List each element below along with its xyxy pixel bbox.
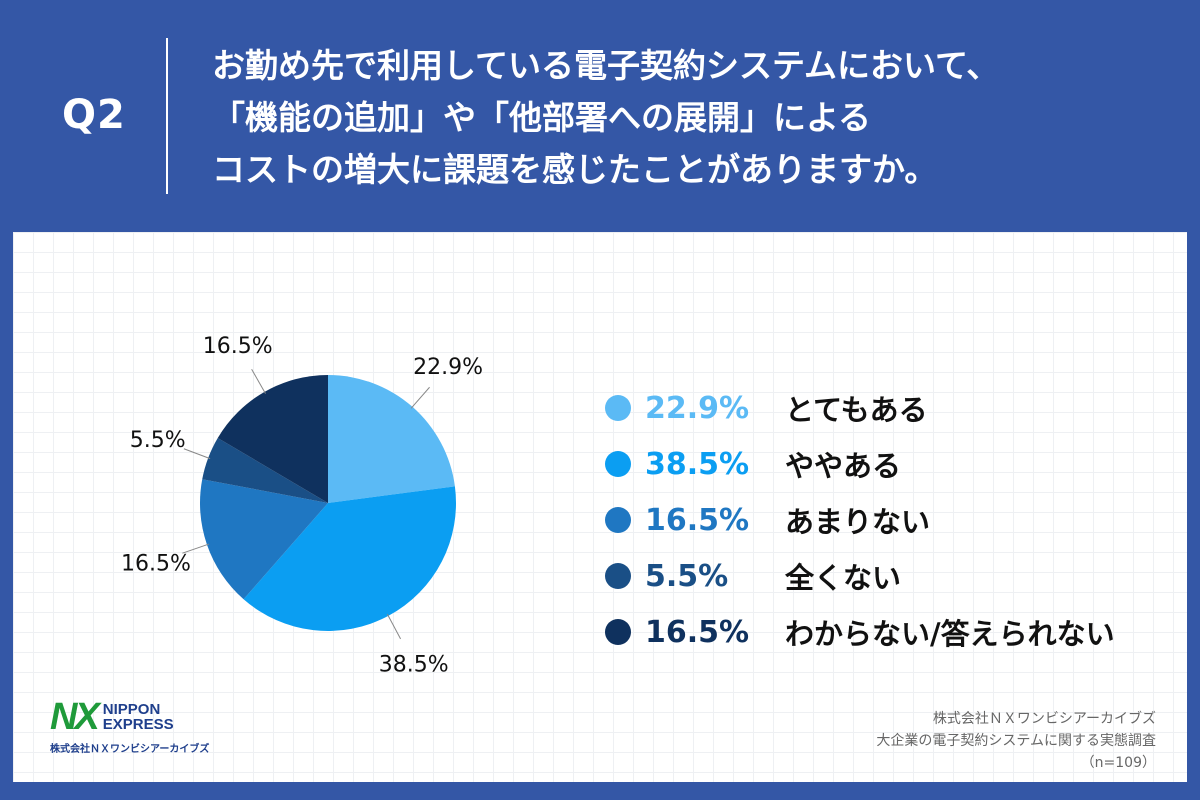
legend-item: 5.5% 全くない bbox=[605, 548, 1115, 604]
source-line: 株式会社ＮＸワンビシアーカイブズ bbox=[932, 711, 1156, 727]
question-number: Q2 bbox=[62, 92, 126, 138]
pie-slice bbox=[328, 375, 455, 503]
pie-chart: 22.9% 38.5% 16.5% 5.5% 16.5% bbox=[121, 334, 483, 678]
legend-swatch bbox=[605, 563, 631, 589]
header: Q2 お勤め先で利用している電子契約システムにおいて、 「機能の追加」や「他部署… bbox=[0, 0, 1200, 232]
slice-value-label: 16.5% bbox=[203, 334, 273, 359]
question-line: コストの増大に課題を感じたことがありますか。 bbox=[212, 150, 938, 189]
legend-value: 38.5% bbox=[645, 446, 750, 482]
legend: 22.9% とてもある 38.5% ややある 16.5% あまりない 5.5% … bbox=[605, 380, 1115, 660]
legend-item: 38.5% ややある bbox=[605, 436, 1115, 492]
legend-label: 全くない bbox=[785, 561, 902, 595]
slice-value-label: 38.5% bbox=[379, 653, 449, 678]
pie-slice bbox=[243, 486, 456, 631]
question-text: お勤め先で利用している電子契約システムにおいて、 「機能の追加」や「他部署への展… bbox=[212, 40, 999, 196]
legend-value: 16.5% bbox=[645, 614, 750, 650]
logo-company-name: 株式会社ＮＸワンビシアーカイブズ bbox=[50, 744, 210, 755]
legend-label: あまりない bbox=[785, 505, 931, 539]
legend-swatch bbox=[605, 451, 631, 477]
slice-value-label: 16.5% bbox=[121, 551, 191, 576]
logo-wordmark: NIPPON EXPRESS bbox=[103, 702, 174, 732]
leader-line bbox=[183, 448, 211, 460]
leader-line bbox=[410, 386, 430, 409]
question-line: お勤め先で利用している電子契約システムにおいて、 bbox=[212, 46, 1000, 85]
source-note: 株式会社ＮＸワンビシアーカイブズ 大企業の電子契約システムに関する実態調査 （n… bbox=[876, 708, 1156, 774]
pie-slice bbox=[200, 479, 328, 600]
source-line: （n=109） bbox=[1080, 755, 1156, 771]
logo-mark: NX NIPPON EXPRESS bbox=[50, 696, 209, 738]
source-line: 大企業の電子契約システムに関する実態調査 bbox=[876, 733, 1156, 749]
legend-item: 16.5% わからない/答えられない bbox=[605, 604, 1115, 660]
legend-label: とてもある bbox=[785, 393, 928, 427]
slice-value-label: 22.9% bbox=[413, 355, 483, 380]
company-logo: NX NIPPON EXPRESS 株式会社ＮＸワンビシアーカイブズ bbox=[50, 696, 210, 755]
legend-value: 5.5% bbox=[645, 558, 729, 594]
legend-label: わからない/答えられない bbox=[785, 617, 1115, 651]
logo-line2: EXPRESS bbox=[102, 716, 174, 733]
legend-item: 16.5% あまりない bbox=[605, 492, 1115, 548]
leader-line bbox=[182, 543, 210, 554]
header-divider bbox=[166, 38, 168, 194]
slice-value-label: 5.5% bbox=[130, 428, 186, 453]
chart-panel: 22.9% 38.5% 16.5% 5.5% 16.5% 22.9% とてもある 38.… bbox=[13, 232, 1187, 782]
legend-value: 16.5% bbox=[645, 502, 750, 538]
pie-slice bbox=[217, 375, 328, 503]
pie-slice bbox=[202, 437, 328, 503]
legend-swatch bbox=[605, 507, 631, 533]
logo-line1: NIPPON bbox=[102, 701, 161, 718]
legend-value: 22.9% bbox=[645, 390, 750, 426]
nx-logo-icon: NX bbox=[50, 696, 100, 738]
legend-label: ややある bbox=[785, 449, 902, 483]
question-line: 「機能の追加」や「他部署への展開」による bbox=[212, 98, 872, 137]
leader-line bbox=[386, 613, 401, 640]
legend-item: 22.9% とてもある bbox=[605, 380, 1115, 436]
legend-swatch bbox=[605, 395, 631, 421]
legend-swatch bbox=[605, 619, 631, 645]
leader-line bbox=[251, 369, 266, 394]
